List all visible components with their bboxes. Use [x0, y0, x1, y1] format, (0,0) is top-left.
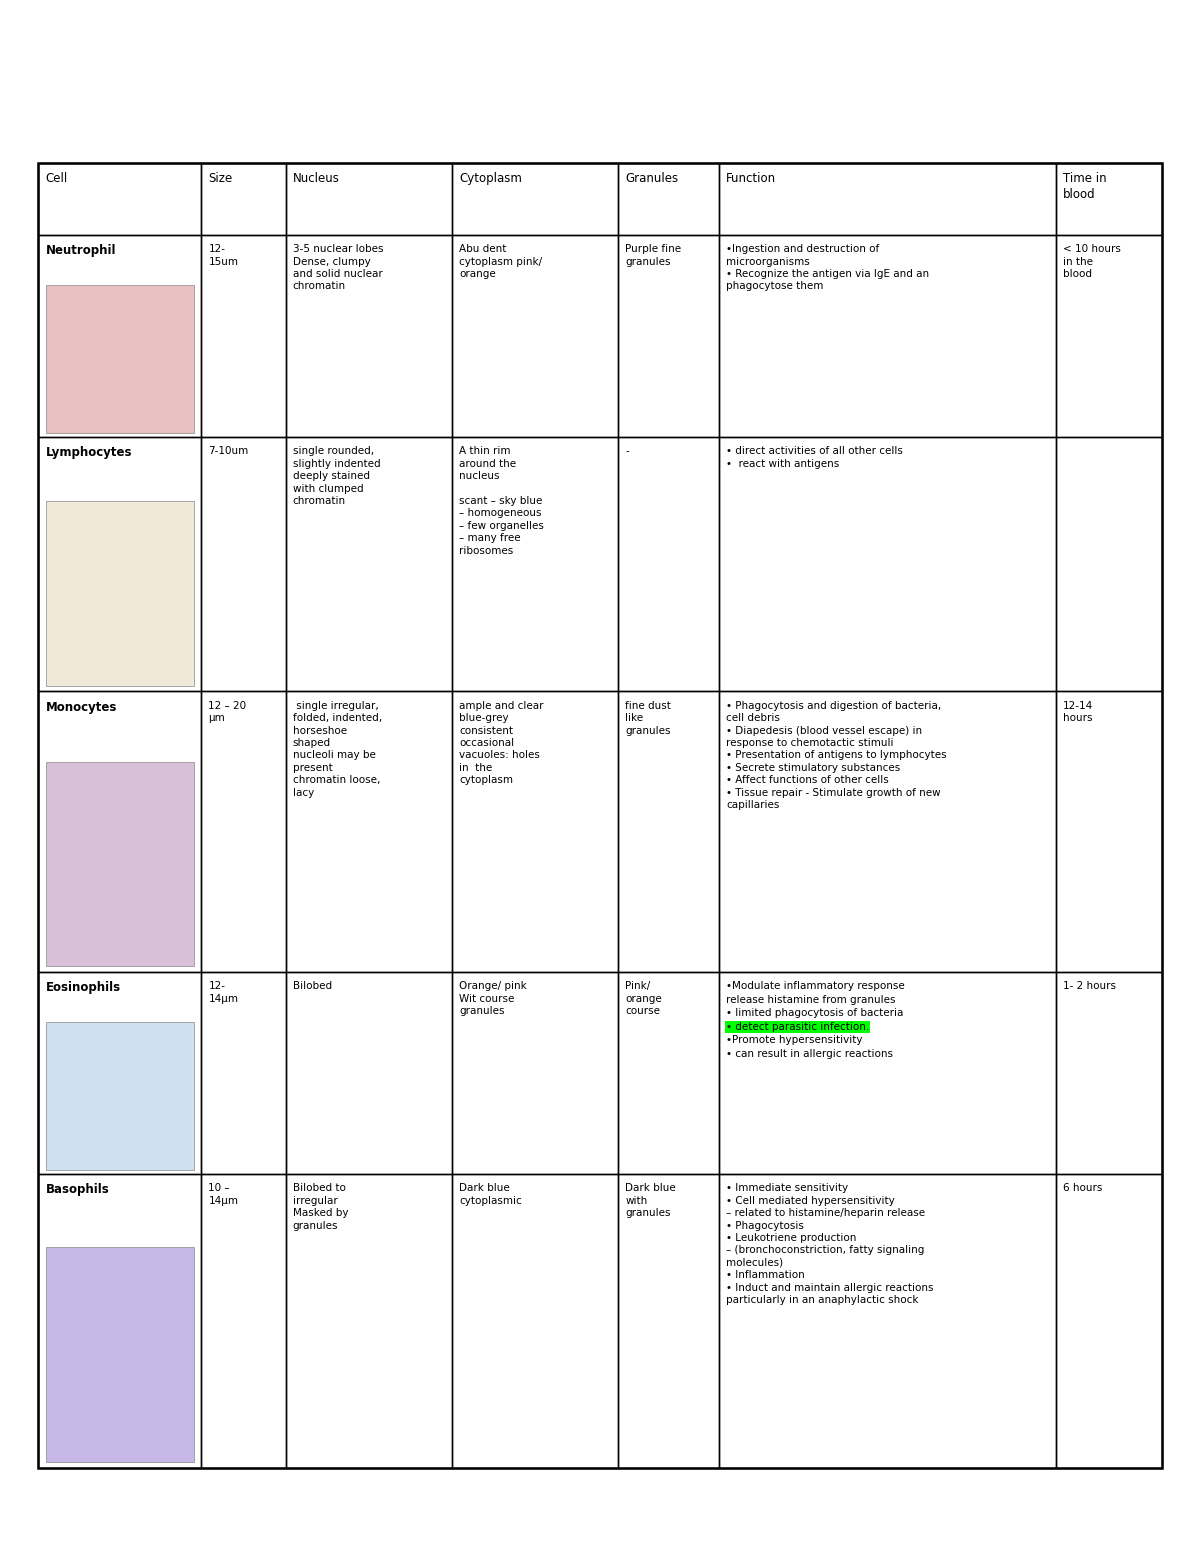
Text: • direct activities of all other cells
•  react with antigens: • direct activities of all other cells •…	[726, 446, 904, 469]
Bar	[1056, 436, 1162, 691]
Text: Dark blue
with
granules: Dark blue with granules	[625, 1183, 676, 1218]
Bar	[618, 1174, 719, 1468]
Bar	[202, 235, 286, 436]
Bar	[38, 436, 202, 691]
Bar	[719, 1174, 1056, 1468]
Bar	[46, 500, 194, 686]
Bar	[719, 691, 1056, 972]
Text: 12-14
hours: 12-14 hours	[1063, 700, 1093, 724]
Bar	[202, 1174, 286, 1468]
Bar	[451, 972, 618, 1174]
Text: ample and clear
blue-grey
consistent
occasional
vacuoles: holes
in  the
cytoplas: ample and clear blue-grey consistent occ…	[458, 700, 544, 786]
Text: single rounded,
slightly indented
deeply stained
with clumped
chromatin: single rounded, slightly indented deeply…	[293, 446, 380, 506]
Text: Purple fine
granules: Purple fine granules	[625, 244, 682, 267]
Bar	[1056, 163, 1162, 235]
Text: Dark blue
cytoplasmic: Dark blue cytoplasmic	[458, 1183, 522, 1205]
Bar	[286, 972, 451, 1174]
Text: 12-
15um: 12- 15um	[209, 244, 239, 267]
Bar	[618, 436, 719, 691]
Bar	[451, 691, 618, 972]
Bar	[1056, 1174, 1162, 1468]
Bar	[719, 972, 1056, 1174]
Text: • Phagocytosis and digestion of bacteria,
cell debris
• Diapedesis (blood vessel: • Phagocytosis and digestion of bacteria…	[726, 700, 947, 811]
Bar	[451, 1174, 618, 1468]
Text: Function: Function	[726, 172, 776, 185]
Bar	[719, 163, 1056, 235]
Bar	[202, 691, 286, 972]
Text: 12-
14μm: 12- 14μm	[209, 981, 239, 1003]
Text: 12 – 20
μm: 12 – 20 μm	[209, 700, 246, 724]
Bar	[618, 235, 719, 436]
Text: 1- 2 hours: 1- 2 hours	[1063, 981, 1116, 991]
Bar	[38, 691, 202, 972]
Bar	[618, 972, 719, 1174]
Bar	[202, 163, 286, 235]
Bar	[618, 691, 719, 972]
Text: • can result in allergic reactions: • can result in allergic reactions	[726, 1048, 893, 1059]
Text: •Modulate inflammatory response: •Modulate inflammatory response	[726, 981, 905, 991]
Bar	[286, 163, 451, 235]
Text: -: -	[625, 446, 629, 457]
Bar	[719, 436, 1056, 691]
Text: single irregular,
folded, indented,
horseshoe
shaped
nucleoli may be
present
chr: single irregular, folded, indented, hors…	[293, 700, 382, 798]
Text: •Promote hypersensitivity: •Promote hypersensitivity	[726, 1036, 863, 1045]
Text: Nucleus: Nucleus	[293, 172, 340, 185]
Text: Orange/ pink
Wit course
granules: Orange/ pink Wit course granules	[458, 981, 527, 1016]
Bar	[38, 163, 1162, 1468]
Text: Cell: Cell	[46, 172, 68, 185]
Bar	[719, 235, 1056, 436]
Text: Bilobed to
irregular
Masked by
granules: Bilobed to irregular Masked by granules	[293, 1183, 348, 1230]
Text: • Immediate sensitivity
• Cell mediated hypersensitivity
– related to histamine/: • Immediate sensitivity • Cell mediated …	[726, 1183, 934, 1305]
Bar	[46, 1247, 194, 1461]
Bar	[286, 436, 451, 691]
Text: Time in
blood: Time in blood	[1063, 172, 1106, 202]
Text: Abu dent
cytoplasm pink/
orange: Abu dent cytoplasm pink/ orange	[458, 244, 542, 280]
Bar	[286, 1174, 451, 1468]
Bar	[451, 163, 618, 235]
Text: Monocytes: Monocytes	[46, 700, 116, 714]
Bar	[618, 163, 719, 235]
Bar	[46, 761, 194, 966]
Bar	[286, 235, 451, 436]
Text: release histamine from granules: release histamine from granules	[726, 995, 895, 1005]
Text: < 10 hours
in the
blood: < 10 hours in the blood	[1063, 244, 1121, 280]
Bar	[46, 1022, 194, 1169]
Text: • detect parasitic infection.: • detect parasitic infection.	[726, 1022, 870, 1031]
Text: Basophils: Basophils	[46, 1183, 109, 1196]
Text: •Ingestion and destruction of
microorganisms
• Recognize the antigen via IgE and: •Ingestion and destruction of microorgan…	[726, 244, 929, 292]
Bar	[451, 235, 618, 436]
Text: Lymphocytes: Lymphocytes	[46, 446, 132, 460]
Text: 10 –
14μm: 10 – 14μm	[209, 1183, 239, 1205]
Bar	[286, 691, 451, 972]
Text: Cytoplasm: Cytoplasm	[458, 172, 522, 185]
Bar	[38, 163, 202, 235]
Text: Bilobed: Bilobed	[293, 981, 332, 991]
Bar	[202, 436, 286, 691]
Bar	[46, 286, 194, 433]
Bar	[38, 235, 202, 436]
Text: fine dust
like
granules: fine dust like granules	[625, 700, 671, 736]
Text: Size: Size	[209, 172, 233, 185]
Bar	[38, 1174, 202, 1468]
Text: A thin rim
around the
nucleus

scant – sky blue
– homogeneous
– few organelles
–: A thin rim around the nucleus scant – sk…	[458, 446, 544, 556]
Text: • limited phagocytosis of bacteria: • limited phagocytosis of bacteria	[726, 1008, 904, 1019]
Bar	[451, 436, 618, 691]
Text: 7-10um: 7-10um	[209, 446, 248, 457]
Bar	[1056, 691, 1162, 972]
Text: Neutrophil: Neutrophil	[46, 244, 116, 258]
Text: Pink/
orange
course: Pink/ orange course	[625, 981, 662, 1016]
Text: 6 hours: 6 hours	[1063, 1183, 1103, 1193]
Text: 3-5 nuclear lobes
Dense, clumpy
and solid nuclear
chromatin: 3-5 nuclear lobes Dense, clumpy and soli…	[293, 244, 383, 292]
Bar	[202, 972, 286, 1174]
Bar	[38, 972, 202, 1174]
Bar	[1056, 235, 1162, 436]
Bar	[1056, 972, 1162, 1174]
Text: Granules: Granules	[625, 172, 678, 185]
Text: Eosinophils: Eosinophils	[46, 981, 121, 994]
